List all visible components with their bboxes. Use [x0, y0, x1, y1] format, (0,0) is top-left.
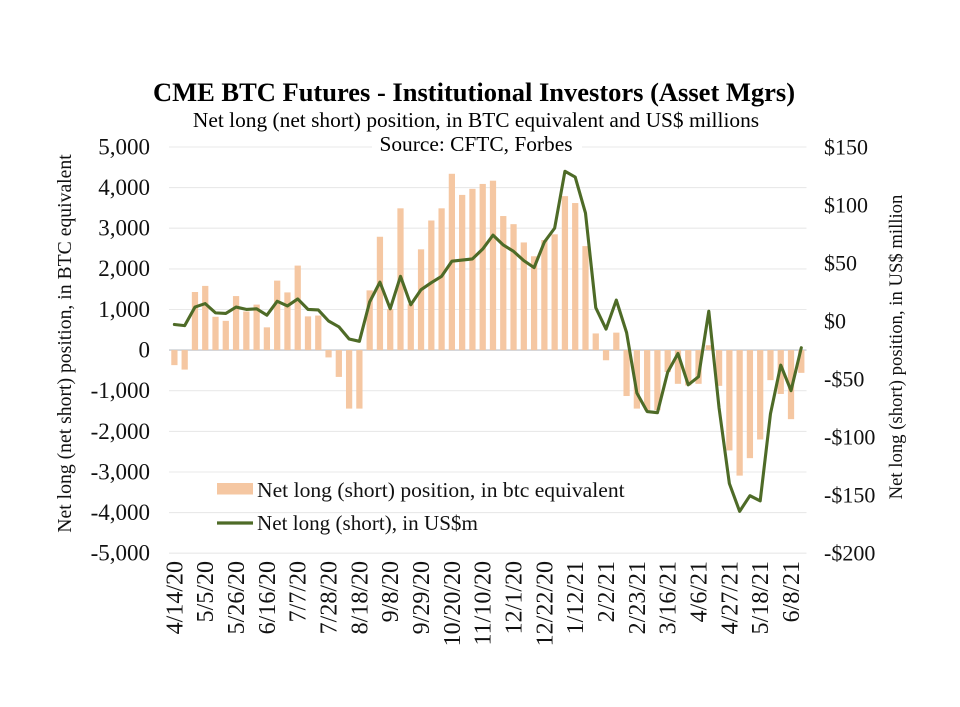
svg-text:Net long (net short) position,: Net long (net short) position, in BTC eq… [54, 154, 76, 533]
svg-text:$100: $100 [824, 192, 868, 217]
svg-text:$50: $50 [824, 250, 857, 275]
svg-text:9/29/20: 9/29/20 [409, 561, 435, 634]
svg-text:2,000: 2,000 [98, 256, 150, 281]
svg-text:2/23/21: 2/23/21 [625, 561, 651, 634]
svg-text:4,000: 4,000 [98, 175, 150, 200]
svg-text:12/22/20: 12/22/20 [532, 561, 558, 646]
svg-text:0: 0 [139, 338, 151, 363]
svg-text:5,000: 5,000 [98, 134, 150, 159]
svg-text:3/16/21: 3/16/21 [656, 561, 682, 634]
svg-text:-5,000: -5,000 [91, 541, 150, 566]
svg-text:4/6/21: 4/6/21 [687, 561, 713, 622]
svg-text:10/20/20: 10/20/20 [440, 561, 466, 646]
svg-text:5/26/20: 5/26/20 [224, 561, 250, 634]
svg-text:-3,000: -3,000 [91, 459, 150, 484]
svg-text:6/16/20: 6/16/20 [255, 561, 281, 634]
svg-text:-$100: -$100 [824, 425, 875, 450]
svg-text:12/1/20: 12/1/20 [502, 561, 528, 634]
svg-text:7/7/20: 7/7/20 [286, 561, 312, 622]
svg-text:3,000: 3,000 [98, 216, 150, 241]
svg-text:4/27/21: 4/27/21 [717, 561, 743, 634]
svg-text:11/10/20: 11/10/20 [471, 561, 497, 645]
svg-text:1/12/21: 1/12/21 [563, 561, 589, 634]
svg-text:4/14/20: 4/14/20 [162, 561, 188, 634]
svg-text:-$150: -$150 [824, 483, 875, 508]
svg-text:8/18/20: 8/18/20 [347, 561, 373, 634]
svg-text:$150: $150 [824, 134, 868, 159]
svg-text:-4,000: -4,000 [91, 500, 150, 525]
svg-text:-2,000: -2,000 [91, 419, 150, 444]
svg-text:-$50: -$50 [824, 367, 864, 392]
svg-text:Net long (short) position, in: Net long (short) position, in US$ millio… [886, 194, 907, 499]
svg-text:6/8/21: 6/8/21 [779, 561, 805, 622]
svg-text:7/28/20: 7/28/20 [317, 561, 343, 634]
svg-text:CME BTC Futures - Institutiona: CME BTC Futures - Institutional Investor… [153, 77, 795, 107]
svg-text:5/18/21: 5/18/21 [748, 561, 774, 634]
svg-text:-$200: -$200 [824, 541, 875, 566]
svg-text:9/8/20: 9/8/20 [378, 561, 404, 622]
svg-text:$0: $0 [824, 308, 846, 333]
svg-text:Net long (short) position, in: Net long (short) position, in btc equiva… [257, 478, 625, 502]
svg-text:1,000: 1,000 [98, 297, 150, 322]
svg-text:Source: CFTC, Forbes: Source: CFTC, Forbes [379, 132, 572, 156]
svg-text:Net long (net short) position,: Net long (net short) position, in BTC eq… [193, 108, 759, 132]
svg-text:5/5/20: 5/5/20 [193, 561, 219, 622]
svg-text:2/2/21: 2/2/21 [594, 561, 620, 622]
svg-text:-1,000: -1,000 [91, 378, 150, 403]
svg-text:Net long (short), in US$m: Net long (short), in US$m [257, 511, 478, 535]
